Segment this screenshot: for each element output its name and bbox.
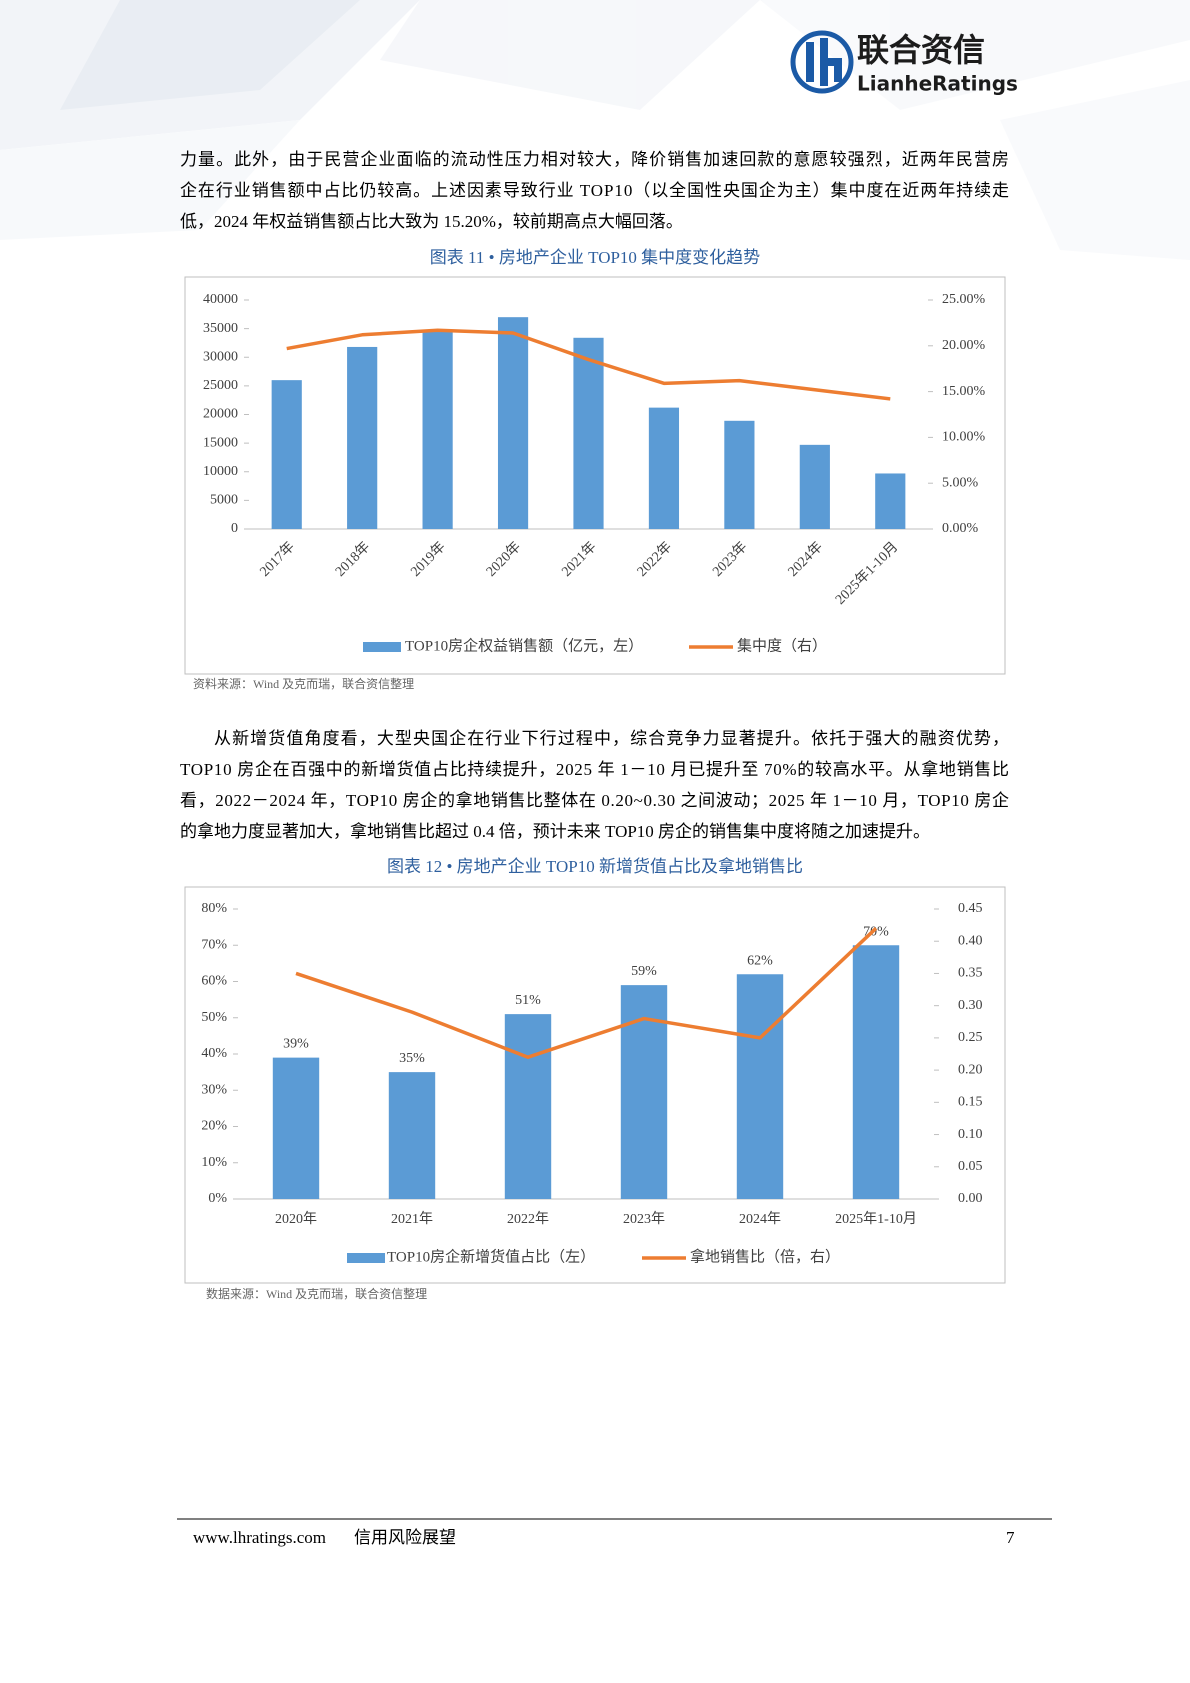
y-tick-label: 10000 (203, 464, 238, 479)
x-tick-label: 2022年 (507, 1211, 549, 1227)
bar (875, 473, 906, 529)
y-tick-label: 15000 (203, 435, 238, 450)
y-tick-label: 20000 (203, 407, 238, 422)
y-tick-label: 10% (201, 1155, 227, 1170)
logo-cn: 联合资信 (857, 31, 985, 69)
bar (497, 317, 529, 529)
chart: 0% 10% 20% 30% 40% 50% 60% 70% 80% 0.00 0.05 0.10 0.… (184, 886, 1006, 1284)
y2-tick-label: 15.00% (942, 384, 986, 399)
y2-tick-label: 10.00% (942, 430, 986, 445)
legend-swatch (347, 1253, 385, 1263)
value-label: 39% (283, 1037, 309, 1052)
footer-url: www.lhratings.com (193, 1528, 326, 1547)
paragraph-line: 的拿地力度显著加大，拿地销售比超过 0.4 倍，预计未来 TOP10 房企的销售… (180, 821, 930, 841)
chart-title: 图表 12 • 房地产企业 TOP10 新增货值占比及拿地销售比 (387, 856, 803, 876)
chart-source: 资料来源：Wind 及克而瑞，联合资信整理 (193, 676, 414, 691)
value-label: 51% (515, 993, 541, 1008)
y-tick-label: 20% (201, 1119, 227, 1134)
y-tick-label: 30% (201, 1082, 227, 1097)
y2-tick-label: 0.35 (958, 966, 983, 981)
y2-tick-label: 0.40 (958, 933, 983, 948)
x-tick-label: 2021年 (391, 1211, 433, 1227)
paragraph-line: 低，2024 年权益销售额占比大致为 15.20%，较前期高点大幅回落。 (180, 212, 683, 231)
paragraph-line: 看，2022－2024 年，TOP10 房企的拿地销售比整体在 0.20~0.3… (180, 790, 1009, 810)
logo: 联合资信 LianheRatings (790, 30, 1018, 96)
y2-tick-label: 0.00% (942, 521, 979, 536)
y2-tick-label: 20.00% (942, 338, 986, 353)
line (286, 328, 891, 401)
header-pattern (0, 0, 1190, 260)
paragraph-line: 企在行业销售额中占比仍较高。上述因素导致行业 TOP10（以全国性央国企为主）集… (180, 181, 1009, 200)
y2-tick-label: 5.00% (942, 475, 979, 490)
y2-tick-label: 0.20 (958, 1062, 983, 1077)
bar (724, 420, 755, 529)
y-tick-label: 30000 (203, 349, 238, 364)
y-tick-label: 0 (231, 521, 238, 536)
bar (573, 337, 604, 529)
paragraph-line: TOP10 房企在百强中的新增货值占比持续提升，2025 年 1－10 月已提升… (180, 759, 1009, 779)
y-tick-label: 60% (201, 974, 227, 989)
paragraph-line: 力量。此外，由于民营企业面临的流动性压力相对较大，降价销售加速回款的意愿较强烈，… (180, 150, 1009, 169)
value-label: 35% (399, 1051, 425, 1066)
value-label: 59% (631, 964, 657, 979)
bar (852, 945, 900, 1199)
bar (648, 407, 680, 529)
legend-label: 集中度（右） (737, 637, 827, 654)
chart-source: 数据来源：Wind 及克而瑞，联合资信整理 (206, 1286, 427, 1301)
legend-label: TOP10房企新增货值占比（左） (387, 1247, 595, 1265)
value-label: 62% (747, 953, 773, 968)
bar (736, 974, 784, 1199)
y2-tick-label: 0.25 (958, 1030, 983, 1045)
bar (388, 1072, 436, 1199)
bar (422, 331, 453, 529)
y-tick-label: 35000 (203, 321, 238, 336)
y2-tick-label: 0.45 (958, 901, 983, 916)
y2-tick-label: 0.05 (958, 1159, 983, 1174)
y-tick-label: 70% (201, 937, 227, 952)
logo-en: LianheRatings (857, 72, 1018, 96)
legend-label: 拿地销售比（倍，右） (690, 1247, 840, 1265)
y-tick-label: 40% (201, 1046, 227, 1061)
x-tick-label: 2023年 (623, 1211, 665, 1227)
y-tick-label: 40000 (203, 292, 238, 307)
y2-tick-label: 0.00 (958, 1191, 983, 1206)
bar (347, 346, 378, 529)
paragraph-line: 从新增货值角度看，大型央国企在行业下行过程中，综合竞争力显著提升。依托于强大的融… (214, 729, 1009, 748)
chart-title: 图表 11 • 房地产企业 TOP10 集中度变化趋势 (430, 248, 760, 267)
page-number: 7 (1006, 1528, 1015, 1547)
y-tick-label: 5000 (210, 493, 238, 508)
bar (272, 1057, 320, 1199)
y2-tick-label: 0.15 (958, 1095, 983, 1110)
bar (504, 1014, 552, 1199)
y2-tick-label: 0.10 (958, 1127, 983, 1142)
legend-swatch (363, 642, 401, 652)
footer-slogan: 信用风险展望 (354, 1528, 456, 1547)
y-tick-label: 50% (201, 1010, 227, 1025)
y-tick-label: 0% (208, 1191, 227, 1206)
y-tick-label: 80% (201, 901, 227, 916)
y2-tick-label: 0.30 (958, 998, 983, 1013)
x-tick-label: 2020年 (275, 1211, 317, 1227)
y2-tick-label: 25.00% (942, 292, 986, 307)
line (295, 927, 878, 1059)
bar (799, 444, 830, 529)
x-tick-label: 2025年1-10月 (835, 1211, 917, 1227)
legend-label: TOP10房企权益销售额（亿元，左） (405, 636, 643, 654)
chart: 0 5000 10000 15000 20000 25000 30000 35000 40000… (184, 276, 1006, 675)
x-tick-label: 2024年 (739, 1211, 781, 1227)
bar (271, 380, 302, 529)
y-tick-label: 25000 (203, 378, 238, 393)
